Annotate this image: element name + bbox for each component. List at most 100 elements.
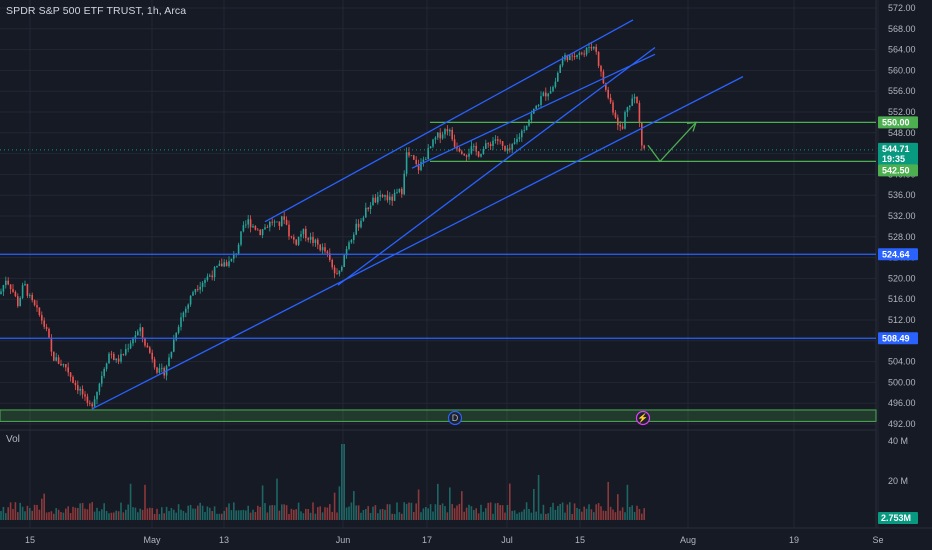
candle-body [633, 96, 636, 99]
volume-bar [122, 512, 125, 520]
candle-body [549, 91, 552, 94]
volume-bar [494, 503, 497, 520]
volume-bar [235, 510, 237, 520]
volume-bar [641, 513, 643, 520]
volume-bar [283, 504, 285, 520]
volume-bar [53, 513, 55, 520]
price-tick-label: 492.00 [888, 419, 916, 429]
volume-bar [559, 503, 561, 520]
candle-body [305, 228, 307, 239]
volume-bar [69, 513, 72, 520]
candle-body [62, 364, 65, 366]
candle-body [149, 347, 151, 353]
candle-body [557, 72, 559, 82]
time-tick-label: Jul [501, 535, 513, 545]
candle-body [81, 388, 84, 395]
event-markers[interactable]: D ⚡ [447, 410, 651, 426]
price-tick-label: 516.00 [888, 294, 916, 304]
volume-bar [621, 507, 624, 520]
volume-bars [0, 444, 645, 520]
candle-body [254, 226, 257, 230]
volume-bar [60, 512, 62, 520]
volume-bar [161, 507, 163, 520]
volume-bar [146, 508, 149, 520]
volume-bar [540, 513, 542, 520]
volume-bar [552, 502, 554, 520]
candle-body [497, 139, 499, 141]
time-tick-label: 15 [25, 535, 35, 545]
candle-body [297, 236, 300, 245]
volume-bar [173, 509, 175, 520]
volume-bar [617, 494, 619, 520]
chart-title: SPDR S&P 500 ETF TRUST, 1h, Arca [6, 5, 187, 17]
horizontal-levels [0, 121, 876, 339]
candle-body [230, 258, 233, 262]
candle-body [518, 137, 521, 139]
volume-bar [441, 503, 444, 520]
candle-body [293, 237, 295, 240]
volume-bar [89, 503, 91, 520]
candle-body [276, 221, 278, 223]
volume-bar [605, 510, 607, 520]
candle-body [437, 132, 439, 138]
volume-bar [156, 508, 158, 520]
price-tick-label: 532.00 [888, 211, 916, 221]
volume-bar [429, 504, 432, 520]
price-tag-bg [878, 248, 918, 261]
candle-body [24, 284, 26, 286]
volume-bar [576, 507, 578, 520]
candle-body [401, 188, 403, 195]
volume-bar [50, 511, 53, 520]
volume-bar [211, 511, 213, 520]
volume-bar [566, 504, 569, 520]
volume-bar [67, 506, 69, 520]
volume-bar [247, 505, 249, 520]
volume-bar [134, 507, 137, 520]
candle-body [288, 224, 290, 237]
candle-body [494, 139, 497, 141]
candle-body [588, 46, 590, 48]
volume-bar [355, 505, 357, 520]
price-tag-label: 524.64 [882, 249, 910, 259]
volume-tag-label: 2.753M [881, 513, 911, 523]
candle-body [501, 141, 504, 146]
price-axis[interactable]: 572.00 568.00 564.00 560.00 556.00 552.00 548.… [888, 3, 916, 429]
projection-arrow [647, 121, 697, 163]
volume-bar [607, 481, 609, 520]
candle-body [530, 113, 533, 121]
candle-body [228, 261, 230, 267]
candle-body [566, 54, 569, 61]
candle-body [0, 291, 2, 294]
volume-bar [432, 511, 434, 520]
volume-bar [458, 503, 461, 520]
candle-body [113, 353, 115, 361]
volume-bar [581, 511, 583, 520]
volume-bar [518, 512, 521, 520]
candle-body [482, 148, 485, 155]
candle-body [617, 117, 619, 126]
volume-bar [199, 502, 201, 520]
trendline [91, 76, 744, 410]
volume-bar [451, 504, 453, 520]
candle-body [465, 155, 468, 157]
volume-bar [545, 513, 547, 520]
candle-body [290, 236, 293, 238]
candle-body [151, 352, 153, 360]
volume-bar [398, 512, 401, 520]
candle-body [525, 125, 528, 131]
candle-body [319, 244, 321, 251]
candle-body [321, 247, 324, 251]
volume-bar [237, 510, 240, 520]
volume-bar [307, 509, 309, 520]
volume-bar [86, 509, 89, 520]
volume-bar [369, 512, 372, 520]
candle-body [156, 367, 158, 373]
time-axis[interactable]: 15 May 13 Jun 17 Jul 15 Aug 19 Se [25, 535, 884, 545]
candle-body [417, 163, 420, 171]
candle-body [89, 402, 91, 404]
price-tag-bg [878, 142, 918, 155]
volume-bar [120, 502, 122, 520]
volume-bar [14, 502, 17, 520]
volume-bar [372, 506, 374, 520]
